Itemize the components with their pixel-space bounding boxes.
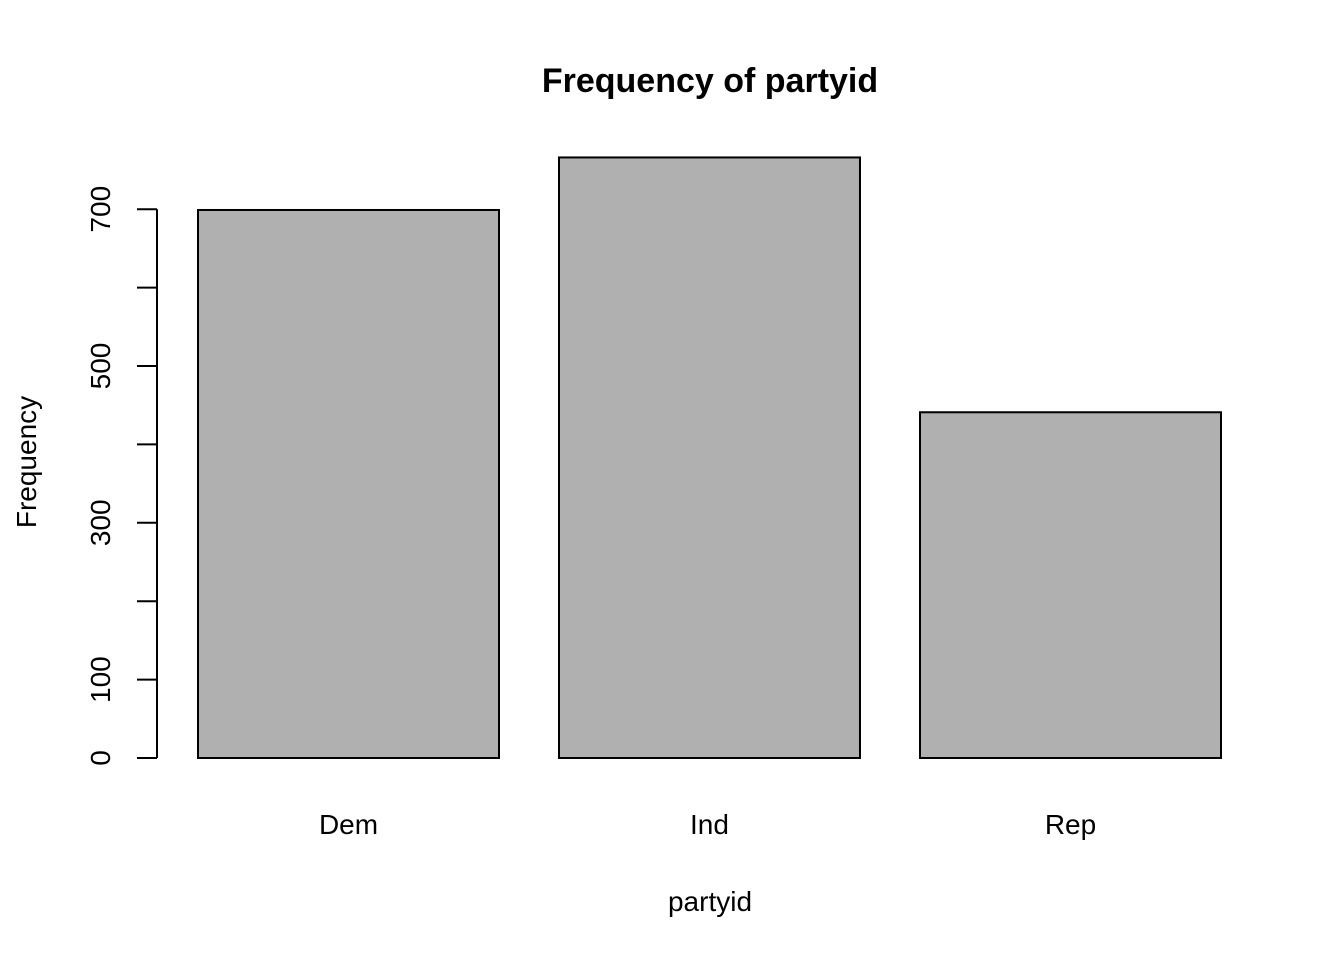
bar-ind: [558, 156, 861, 759]
x-tick-label: Dem: [319, 809, 378, 840]
y-tick-label: 0: [85, 750, 116, 766]
x-axis-title: partyid: [668, 886, 752, 917]
y-tick-label: 700: [85, 186, 116, 233]
x-axis-labels: Dem Ind Rep: [319, 809, 1096, 840]
bar-dem: [197, 208, 500, 759]
x-tick-label: Rep: [1045, 809, 1096, 840]
y-tick-label: 300: [85, 499, 116, 546]
chart-title: Frequency of partyid: [542, 62, 878, 100]
y-axis: 0 100 300 500 700: [85, 186, 158, 766]
bar-rep: [919, 411, 1222, 759]
y-tick-label: 500: [85, 343, 116, 390]
bars: [197, 156, 1222, 759]
y-tick-label: 100: [85, 656, 116, 703]
x-tick-label: Ind: [690, 809, 729, 840]
y-axis-title: Frequency: [11, 396, 42, 528]
